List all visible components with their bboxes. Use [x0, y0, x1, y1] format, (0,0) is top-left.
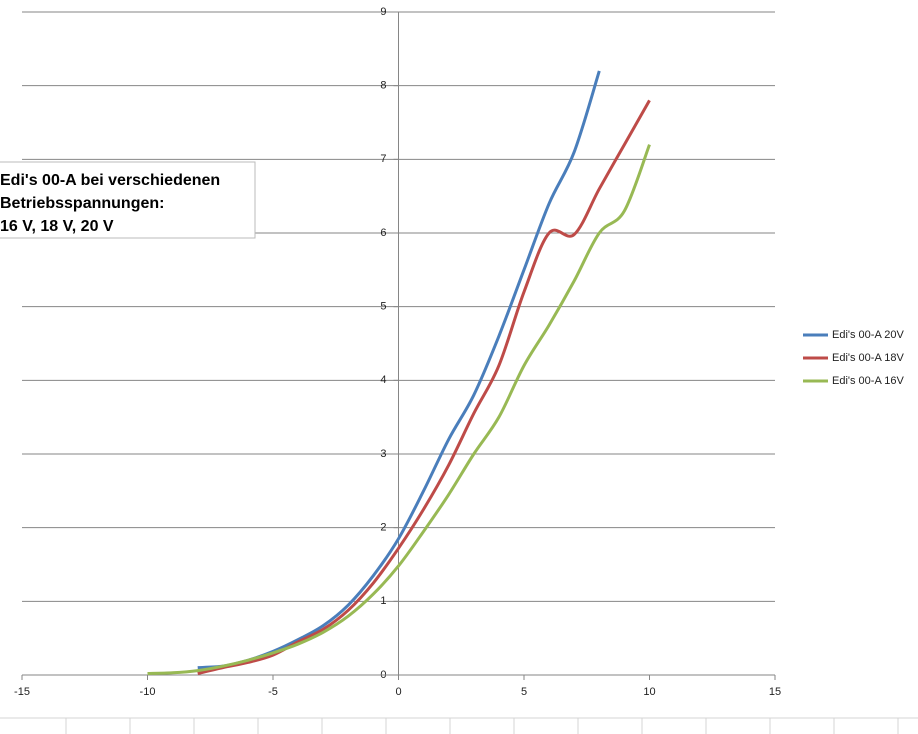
y-tick-label: 2 [380, 522, 386, 534]
y-tick-label: 9 [380, 6, 386, 18]
x-tick-label: -15 [14, 686, 30, 698]
title-line: Edi's 00-A bei verschiedenen [0, 172, 220, 189]
title-line: Betriebsspannungen: [0, 195, 164, 212]
y-tick-label: 3 [380, 448, 386, 460]
y-tick-label: 4 [380, 374, 386, 386]
lines [147, 70, 651, 676]
series-line [197, 99, 651, 675]
sheet-cells [0, 717, 918, 734]
legend: Edi's 00-A 20V Edi's 00-A 18V Edi's 00-A 1… [803, 329, 904, 387]
legend-label: Edi's 00-A 16V [832, 375, 904, 387]
y-tick-label: 6 [380, 227, 386, 239]
x-tick-label: -10 [140, 686, 156, 698]
x-tick-label: 5 [521, 686, 527, 698]
legend-label: Edi's 00-A 18V [832, 352, 904, 364]
title-line: 16 V, 18 V, 20 V [0, 218, 114, 235]
x-tick-label: -5 [268, 686, 278, 698]
title-frame [0, 161, 256, 239]
y-tick-label: 8 [380, 80, 386, 92]
x-tick-label: 0 [395, 686, 401, 698]
y-tick-label: 7 [380, 153, 386, 165]
legend-label: Edi's 00-A 20V [832, 329, 904, 341]
y-tick-label: 1 [380, 595, 386, 607]
x-tick-label: 10 [643, 686, 655, 698]
title-box: Edi's 00-A bei verschiedenen Betriebsspa… [0, 161, 256, 239]
series-line [147, 144, 651, 676]
x-tick-label: 15 [769, 686, 781, 698]
y-tick-label: 5 [380, 301, 386, 313]
